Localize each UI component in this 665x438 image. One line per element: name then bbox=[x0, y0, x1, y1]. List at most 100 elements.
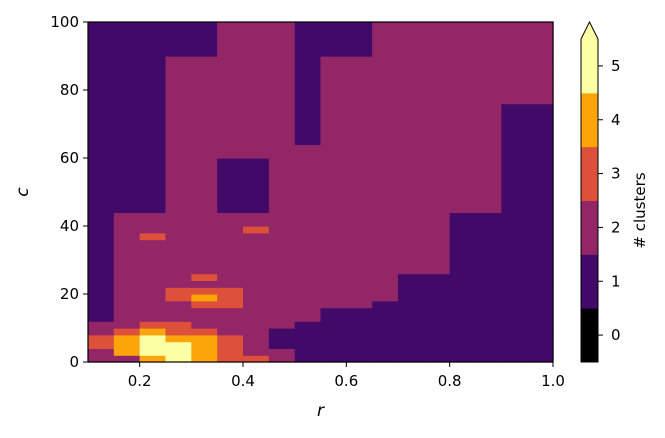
heatmap-cell bbox=[527, 355, 554, 363]
heatmap-cell bbox=[346, 300, 373, 309]
heatmap-cell bbox=[398, 56, 425, 64]
heatmap-cell bbox=[527, 239, 554, 247]
heatmap-cell bbox=[320, 273, 347, 281]
heatmap-cell bbox=[191, 239, 218, 247]
heatmap-cell bbox=[372, 348, 399, 356]
heatmap-cell bbox=[475, 171, 502, 186]
heatmap-cell bbox=[501, 307, 528, 322]
heatmap-cell bbox=[449, 56, 477, 64]
heatmap-cell bbox=[449, 280, 477, 288]
heatmap-cell bbox=[113, 246, 141, 261]
heatmap-cell bbox=[423, 185, 451, 200]
heatmap-cell bbox=[243, 300, 270, 309]
heatmap-cell bbox=[475, 76, 502, 91]
heatmap-cell bbox=[113, 117, 141, 132]
heatmap-cell bbox=[475, 103, 502, 118]
heatmap-cell bbox=[165, 239, 192, 247]
heatmap-cell bbox=[294, 117, 322, 132]
heatmap-cell bbox=[139, 103, 167, 118]
heatmap-cell bbox=[294, 158, 322, 173]
heatmap-cell bbox=[372, 232, 399, 241]
heatmap-cell bbox=[88, 307, 115, 322]
heatmap-cell bbox=[423, 144, 451, 159]
heatmap-cell bbox=[475, 35, 502, 50]
heatmap-cell bbox=[475, 348, 502, 356]
heatmap-cell bbox=[165, 287, 192, 295]
heatmap-cell bbox=[398, 239, 425, 247]
heatmap-cell bbox=[398, 62, 425, 77]
heatmap-cell bbox=[294, 294, 322, 302]
heatmap-cell bbox=[527, 22, 554, 37]
heatmap-cell bbox=[88, 355, 115, 363]
heatmap-cell bbox=[88, 260, 115, 275]
heatmap-cell bbox=[398, 171, 425, 186]
heatmap-cell bbox=[217, 328, 244, 336]
heatmap-cell bbox=[139, 348, 167, 356]
heatmap-cell bbox=[243, 35, 270, 50]
heatmap-cell bbox=[346, 239, 373, 247]
heatmap-cell bbox=[501, 158, 528, 173]
heatmap-cell bbox=[294, 260, 322, 275]
heatmap-cell bbox=[423, 198, 451, 213]
heatmap-cell bbox=[139, 307, 167, 322]
heatmap-cell bbox=[243, 226, 270, 234]
heatmap-cell bbox=[423, 341, 451, 349]
heatmap-cell bbox=[165, 62, 192, 77]
heatmap-cell bbox=[113, 212, 141, 227]
heatmap-cell bbox=[423, 76, 451, 91]
heatmap-cell bbox=[268, 130, 296, 145]
heatmap-cell bbox=[320, 287, 347, 295]
heatmap-cell bbox=[217, 212, 244, 227]
heatmap-cell bbox=[527, 273, 554, 281]
heatmap-cell bbox=[527, 287, 554, 295]
heatmap-cell bbox=[217, 158, 244, 173]
heatmap-cell bbox=[320, 198, 347, 213]
heatmap-cell bbox=[113, 355, 141, 363]
heatmap-cell bbox=[191, 300, 218, 309]
heatmap-cell bbox=[268, 355, 296, 363]
heatmap-cell bbox=[294, 90, 322, 105]
heatmap-cell bbox=[217, 348, 244, 356]
heatmap-cell bbox=[423, 328, 451, 336]
heatmap-cell bbox=[423, 103, 451, 118]
heatmap-cell bbox=[243, 158, 270, 173]
heatmap-cell bbox=[320, 90, 347, 105]
heatmap-cell bbox=[449, 117, 477, 132]
heatmap-cell bbox=[372, 280, 399, 288]
heatmap-cell bbox=[501, 300, 528, 309]
heatmap-cell bbox=[165, 76, 192, 91]
heatmap-cell bbox=[294, 76, 322, 91]
plot-frame bbox=[87, 21, 554, 363]
heatmap-cell bbox=[423, 260, 451, 275]
heatmap-cell bbox=[475, 62, 502, 77]
heatmap-cell bbox=[398, 103, 425, 118]
heatmap-cell bbox=[88, 117, 115, 132]
heatmap-cell bbox=[320, 321, 347, 329]
heatmap-cell bbox=[423, 56, 451, 64]
heatmap-cell bbox=[268, 49, 296, 57]
heatmap-cell bbox=[475, 49, 502, 57]
x-tick-label: 1.0 bbox=[541, 372, 565, 390]
heatmap-cell bbox=[113, 62, 141, 77]
heatmap-cell bbox=[423, 239, 451, 247]
heatmap-cell bbox=[346, 232, 373, 241]
heatmap-cell bbox=[372, 341, 399, 349]
heatmap-cell bbox=[191, 76, 218, 91]
heatmap-cell bbox=[139, 232, 167, 241]
y-tick-label: 20 bbox=[60, 285, 79, 303]
heatmap-cell bbox=[475, 280, 502, 288]
heatmap-cell bbox=[449, 144, 477, 159]
heatmap-cell bbox=[113, 185, 141, 200]
heatmap-cell bbox=[346, 49, 373, 57]
heatmap-cell bbox=[268, 76, 296, 91]
heatmap-cell bbox=[113, 239, 141, 247]
heatmap-cell bbox=[475, 90, 502, 105]
heatmap-cell bbox=[449, 22, 477, 37]
heatmap-cell bbox=[501, 130, 528, 145]
heatmap-cell bbox=[346, 144, 373, 159]
heatmap-cell bbox=[191, 246, 218, 261]
heatmap-cell bbox=[527, 198, 554, 213]
heatmap-cell bbox=[88, 226, 115, 234]
heatmap-cell bbox=[372, 294, 399, 302]
heatmap-cell bbox=[294, 239, 322, 247]
